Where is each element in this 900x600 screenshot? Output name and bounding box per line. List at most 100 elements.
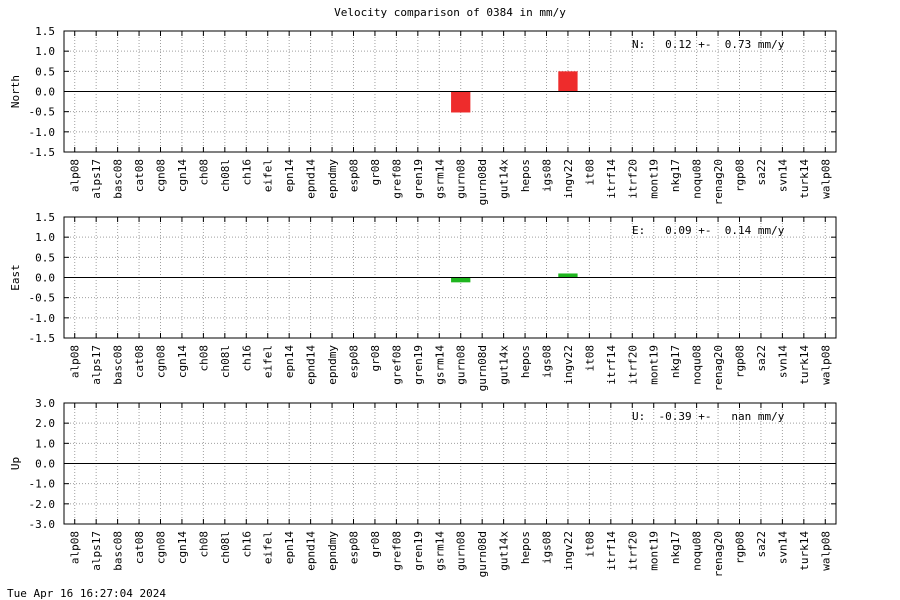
bar-ingv22	[558, 71, 578, 92]
x-tick-label: turk14	[798, 159, 811, 199]
x-tick-label: ch08	[197, 531, 210, 558]
x-tick-label: epn14	[283, 345, 296, 378]
x-tick-label: renag20	[712, 159, 725, 205]
x-tick-label: cgn14	[176, 531, 189, 564]
y-axis-label: North	[9, 75, 22, 108]
x-tick-label: it08	[583, 345, 596, 372]
x-tick-label: itrf20	[626, 531, 639, 571]
x-tick-label: gr08	[369, 159, 382, 186]
x-tick-label: ch16	[240, 159, 253, 186]
x-tick-label: epn14	[283, 159, 296, 192]
x-tick-label: gsrm14	[433, 159, 446, 199]
x-tick-label: alps17	[90, 345, 103, 385]
x-tick-label: sa22	[755, 531, 768, 558]
y-tick-label: -1.5	[29, 332, 56, 345]
x-tick-label: alp08	[69, 159, 82, 192]
y-tick-label: 1.0	[35, 437, 55, 450]
x-tick-label: gut14x	[498, 159, 511, 199]
y-axis-label: East	[9, 264, 22, 291]
x-tick-label: itrf20	[626, 345, 639, 385]
x-tick-label: hepos	[519, 531, 532, 564]
y-tick-label: -1.0	[29, 478, 56, 491]
x-tick-label: nkg17	[669, 345, 682, 378]
x-tick-label: itrf14	[605, 159, 618, 199]
x-tick-label: gurn08d	[476, 345, 489, 391]
x-tick-label: igs08	[541, 159, 554, 192]
x-tick-label: cgn08	[155, 159, 168, 192]
x-tick-label: gref08	[390, 159, 403, 199]
y-tick-label: 1.0	[35, 231, 55, 244]
panel-east: 1.5 1.0 0.5 0.0 -0.5 -1.0 -1.5 alp08 alps17 basc0…	[9, 211, 837, 391]
x-tick-label: ch08l	[219, 345, 232, 378]
y-tick-label: -1.5	[29, 146, 56, 159]
y-tick-label: -1.0	[29, 126, 56, 139]
x-tick-label: basc08	[112, 345, 125, 385]
x-tick-label: ingv22	[562, 531, 575, 571]
x-tick-label: esp08	[348, 531, 361, 564]
bar-ingv22	[558, 273, 578, 278]
x-tick-label: walp08	[819, 345, 832, 385]
x-tick-label: it08	[583, 531, 596, 558]
x-tick-label: turk14	[798, 531, 811, 571]
x-tick-label: rgp08	[734, 531, 747, 564]
x-tick-label: esp08	[348, 345, 361, 378]
x-tick-label: cgn14	[176, 345, 189, 378]
x-tick-label: nkg17	[669, 159, 682, 192]
y-tick-label: 0.0	[35, 458, 55, 471]
x-tick-label: gsrm14	[433, 345, 446, 385]
x-tick-label: epnd14	[305, 531, 318, 571]
x-tick-label: ch08l	[219, 159, 232, 192]
plot-border	[63, 402, 837, 525]
x-tick-label: noqu08	[691, 345, 704, 385]
x-tick-label: eifel	[262, 159, 275, 192]
x-tick-label: ch16	[240, 531, 253, 558]
x-tick-label: it08	[583, 159, 596, 186]
x-tick-label: alps17	[90, 159, 103, 199]
panel-north: 1.5 1.0 0.5 0.0 -0.5 -1.0 -1.5 alp08 alps17 basc0…	[9, 25, 837, 205]
y-tick-label: 0.5	[35, 65, 55, 78]
x-tick-label: sa22	[755, 159, 768, 186]
x-tick-label: gurn08	[455, 345, 468, 385]
y-tick-label: -0.5	[29, 106, 56, 119]
x-tick-label: cgn08	[155, 345, 168, 378]
x-tick-label: igs08	[541, 345, 554, 378]
x-tick-label: ch08	[197, 345, 210, 372]
y-tick-label: 1.5	[35, 211, 55, 224]
x-tick-label: cat08	[133, 531, 146, 564]
x-tick-label: gren19	[412, 531, 425, 571]
x-tick-label: hepos	[519, 345, 532, 378]
x-tick-label: turk14	[798, 345, 811, 385]
x-tick-label: renag20	[712, 531, 725, 577]
x-tick-label: nkg17	[669, 531, 682, 564]
x-tick-label: gr08	[369, 531, 382, 558]
chart-title: Velocity comparison of 0384 in mm/y	[334, 6, 566, 19]
x-tick-label: gr08	[369, 345, 382, 372]
x-tick-label: itrf14	[605, 345, 618, 385]
panel-up: 3.0 2.0 1.0 0.0 -1.0 -2.0 -3.0 alp08 alps17 basc0…	[9, 397, 837, 577]
stats-annotation: N: 0.12 +- 0.73 mm/y	[632, 38, 785, 51]
x-tick-label: ch08l	[219, 531, 232, 564]
x-tick-label: noqu08	[691, 159, 704, 199]
x-tick-label: walp08	[819, 531, 832, 571]
x-tick-label: cgn14	[176, 159, 189, 192]
x-tick-label: epn14	[283, 531, 296, 564]
x-tick-label: alps17	[90, 531, 103, 571]
x-tick-label: esp08	[348, 159, 361, 192]
x-tick-label: walp08	[819, 159, 832, 199]
y-tick-label: 2.0	[35, 417, 55, 430]
x-tick-label: gref08	[390, 345, 403, 385]
x-tick-label: mont19	[648, 345, 661, 385]
x-tick-label: gsrm14	[433, 531, 446, 571]
x-tick-label: alp08	[69, 531, 82, 564]
y-tick-label: -1.0	[29, 312, 56, 325]
x-tick-label: basc08	[112, 531, 125, 571]
x-tick-label: ch08	[197, 159, 210, 186]
plot-border	[63, 216, 837, 339]
y-tick-label: 0.5	[35, 251, 55, 264]
x-tick-label: ingv22	[562, 345, 575, 385]
y-tick-label: 0.0	[35, 86, 55, 99]
x-tick-label: svn14	[776, 345, 789, 378]
y-tick-label: -2.0	[29, 498, 56, 511]
bar-gurn08	[451, 91, 471, 113]
